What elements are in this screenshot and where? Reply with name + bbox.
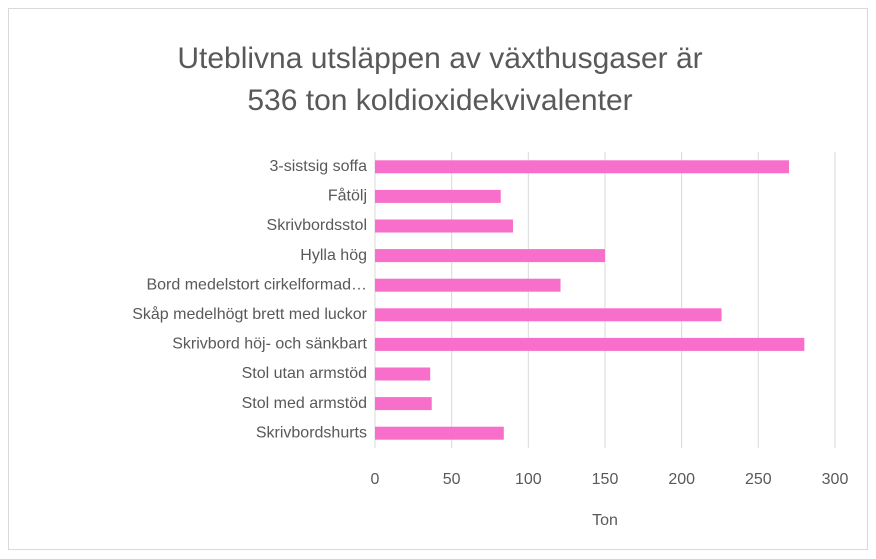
bar [375,367,431,381]
y-tick-label: Skrivbordsstol [267,217,367,234]
bar [375,189,501,203]
y-tick-label: Hylla hög [300,247,367,264]
bar [375,308,722,322]
bar [375,426,504,440]
y-tick-label: Stol utan armstöd [242,365,367,382]
x-tick-label: 250 [745,471,772,488]
x-tick-label: 100 [515,471,542,488]
bar [375,160,789,174]
bar [375,219,513,233]
y-tick-label: Skåp medelhögt brett med luckor [132,305,367,323]
chart-title: 536 ton koldioxidekvivalenter [247,84,632,117]
y-tick-label: 3-sistsig soffa [269,158,367,175]
x-tick-label: 0 [371,471,380,488]
x-tick-label: 150 [592,471,619,488]
y-tick-label: Skrivbord höj- och sänkbart [172,336,367,353]
bar [375,397,432,411]
bar [375,249,605,263]
chart-title: Uteblivna utsläppen av växthusgaser är [177,42,702,75]
x-tick-label: 50 [443,471,461,488]
bar [375,337,805,351]
y-tick-label: Fåtölj [328,187,367,205]
y-tick-label: Stol med armstöd [242,395,367,412]
x-tick-label: 200 [668,471,695,488]
bar [375,278,561,292]
x-axis-label: Ton [592,512,618,529]
y-tick-label: Skrivbordshurts [256,424,367,441]
y-tick-label: Bord medelstort cirkelformad… [146,276,367,293]
x-tick-label: 300 [822,471,849,488]
